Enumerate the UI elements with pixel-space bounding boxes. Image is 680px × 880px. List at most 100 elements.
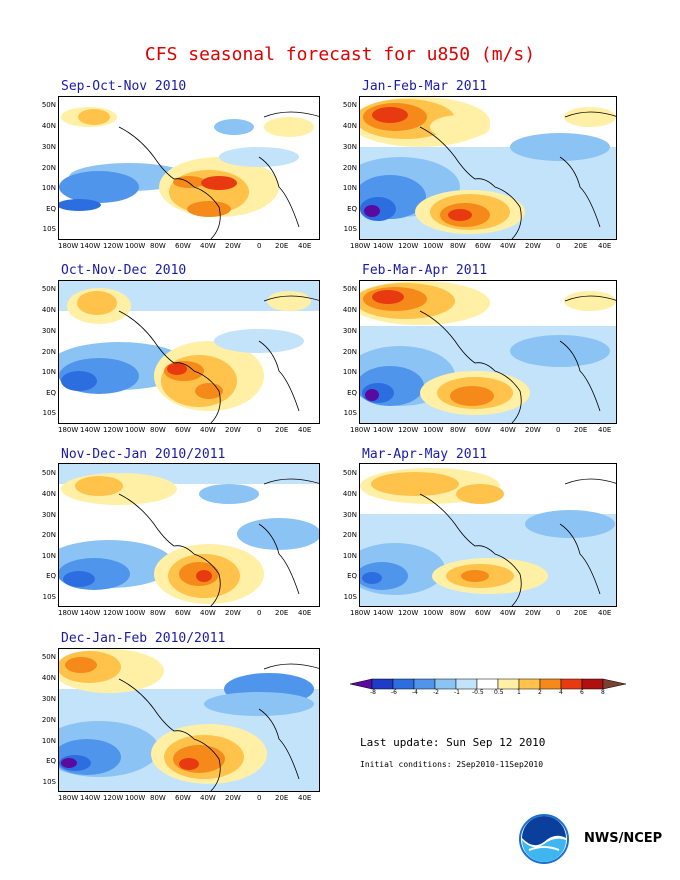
lat-label: 10S [343, 225, 357, 233]
lat-label: 40N [41, 674, 56, 682]
legend-tick: -6 [391, 689, 397, 696]
lon-label: 180W [350, 242, 371, 250]
legend-tick: -4 [412, 689, 418, 696]
last-update-text: Last update: Sun Sep 12 2010 [360, 736, 546, 749]
lon-label: 60W [475, 609, 491, 617]
lat-label: 10S [42, 409, 56, 417]
lon-label: 180W [58, 609, 79, 617]
legend-swatch [581, 678, 604, 690]
legend-swatch [349, 678, 373, 690]
lon-label: 40W [200, 426, 216, 434]
lat-label: EQ [347, 205, 357, 213]
lat-label: 20N [41, 164, 56, 172]
lon-label: 0 [556, 242, 561, 250]
lon-label: 40E [598, 609, 612, 617]
initial-conditions-text: Initial conditions: 2Sep2010-11Sep2010 [360, 760, 544, 769]
panel-title-2: Jan-Feb-Mar 2011 [362, 79, 488, 94]
legend-tick: 8 [601, 689, 605, 696]
lon-label: 100W [125, 794, 146, 802]
lat-label: 10S [42, 593, 56, 601]
lat-label: 40N [342, 490, 357, 498]
legend-swatch [602, 678, 627, 690]
legend-tick: -0.5 [472, 689, 484, 696]
legend-swatch [434, 678, 457, 690]
lat-label: 20N [41, 531, 56, 539]
lat-label: 20N [41, 348, 56, 356]
lat-label: 10S [343, 409, 357, 417]
lon-label: 60W [175, 426, 191, 434]
lat-label: 40N [41, 306, 56, 314]
lat-label: 30N [41, 327, 56, 335]
lon-label: 20E [574, 242, 588, 250]
map-panel-7 [58, 648, 320, 792]
lon-label: 40E [298, 794, 312, 802]
lon-label: 20W [525, 242, 541, 250]
legend-swatch [476, 678, 499, 690]
lat-label: 10N [41, 737, 56, 745]
chart-title: CFS seasonal forecast for u850 (m/s) [144, 44, 536, 65]
noaa-logo-icon [519, 814, 569, 864]
map-panel-2 [359, 96, 617, 240]
lat-label: 40N [41, 122, 56, 130]
lat-label: 40N [342, 122, 357, 130]
lat-label: 20N [342, 531, 357, 539]
legend-tick: -1 [454, 689, 460, 696]
lon-label: 20W [225, 794, 241, 802]
lat-label: 40N [342, 306, 357, 314]
lon-label: 20E [574, 426, 588, 434]
lat-label: 30N [342, 327, 357, 335]
legend-swatch [560, 678, 583, 690]
lon-label: 80W [150, 242, 166, 250]
legend-tick: 4 [559, 689, 563, 696]
legend-swatch [539, 678, 562, 690]
lat-label: 10N [41, 184, 56, 192]
lon-label: 180W [58, 242, 79, 250]
lon-label: 20E [275, 794, 289, 802]
color-legend: -8 -6 -4 -2 -1 -0.5 0.5 1 2 4 6 8 [349, 676, 630, 696]
lon-label: 60W [475, 242, 491, 250]
lon-label: 40W [200, 794, 216, 802]
lon-label: 60W [175, 794, 191, 802]
lon-label: 80W [150, 609, 166, 617]
lat-label: EQ [46, 389, 56, 397]
lon-label: 120W [398, 242, 419, 250]
panel-title-4: Feb-Mar-Apr 2011 [362, 263, 488, 278]
lat-label: 10N [41, 368, 56, 376]
lon-label: 20E [275, 609, 289, 617]
map-panel-1 [58, 96, 320, 240]
lon-label: 20W [225, 609, 241, 617]
lon-label: 100W [423, 609, 444, 617]
lat-label: EQ [347, 389, 357, 397]
lon-label: 80W [450, 609, 466, 617]
lat-label: 20N [41, 716, 56, 724]
lon-label: 20W [525, 426, 541, 434]
lat-label: 20N [342, 348, 357, 356]
panel-title-7: Dec-Jan-Feb 2010/2011 [61, 631, 226, 646]
lon-label: 40W [500, 609, 516, 617]
lon-label: 100W [125, 609, 146, 617]
lon-label: 140W [80, 242, 101, 250]
lat-label: 10N [342, 368, 357, 376]
lon-label: 120W [398, 609, 419, 617]
lat-label: 30N [41, 143, 56, 151]
lon-label: 20E [275, 242, 289, 250]
lon-label: 120W [103, 426, 124, 434]
legend-swatch [392, 678, 415, 690]
map-panel-6 [359, 463, 617, 607]
lon-label: 100W [125, 242, 146, 250]
lat-label: 50N [41, 101, 56, 109]
lon-label: 40E [298, 426, 312, 434]
lon-label: 0 [257, 609, 262, 617]
lon-label: 100W [125, 426, 146, 434]
lon-label: 140W [373, 609, 394, 617]
legend-tick: -8 [370, 689, 376, 696]
panel-title-6: Mar-Apr-May 2011 [362, 447, 488, 462]
legend-tick: 1 [517, 689, 521, 696]
lat-label: EQ [46, 205, 56, 213]
lon-label: 60W [175, 242, 191, 250]
lon-label: 120W [398, 426, 419, 434]
lon-label: 140W [373, 426, 394, 434]
lon-label: 180W [58, 794, 79, 802]
lon-label: 180W [350, 609, 371, 617]
lon-label: 20W [225, 426, 241, 434]
